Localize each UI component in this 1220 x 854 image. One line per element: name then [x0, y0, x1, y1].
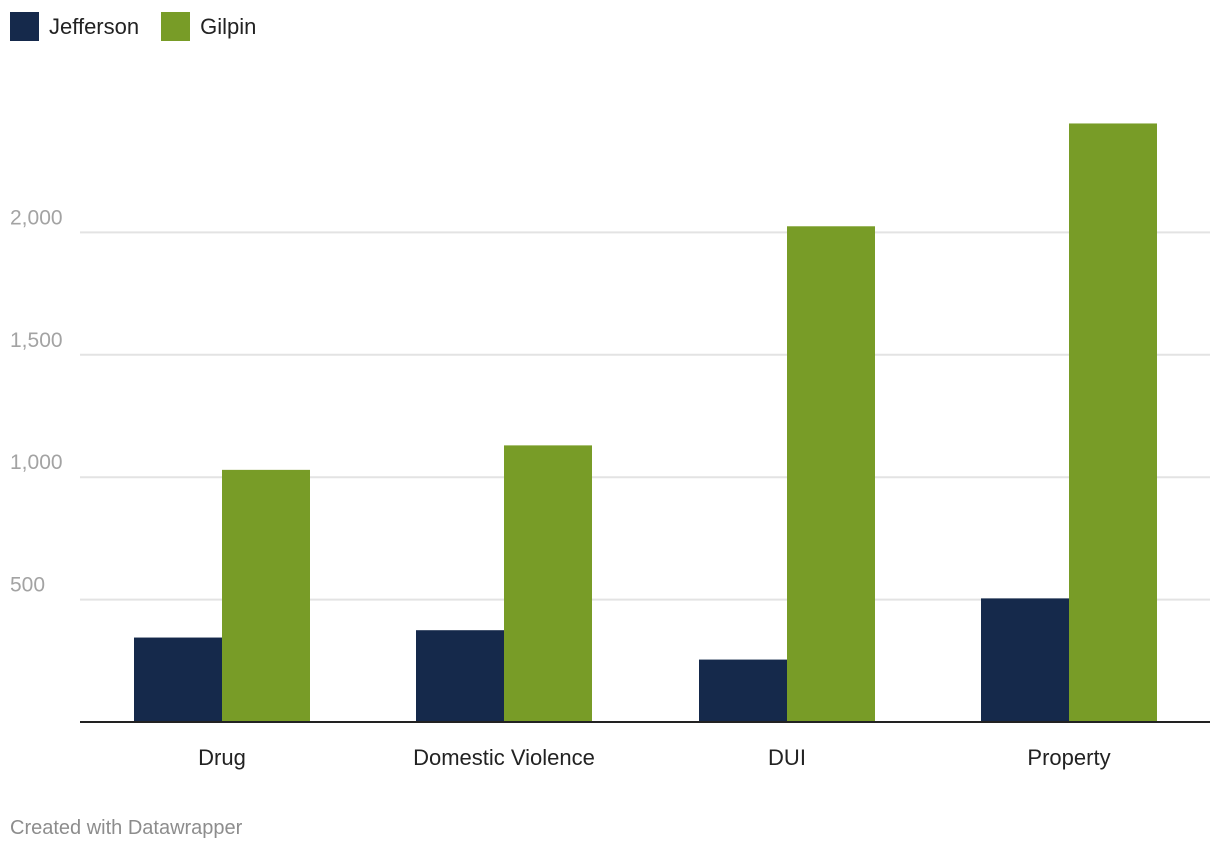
x-tick-label: Domestic Violence — [413, 745, 595, 770]
datawrapper-credit: Created with Datawrapper — [10, 817, 243, 839]
x-tick-label: Drug — [198, 745, 246, 770]
legend-item-gilpin: Gilpin — [161, 12, 256, 41]
x-tick-label: Property — [1027, 745, 1110, 770]
x-tick-label: DUI — [768, 745, 806, 770]
legend-swatch-gilpin — [161, 12, 191, 41]
bar-gilpin-3 — [1069, 123, 1157, 723]
y-tick-label: 1,000 — [10, 451, 63, 474]
bar-gilpin-2 — [787, 226, 875, 722]
bars — [134, 123, 1157, 723]
legend: Jefferson Gilpin — [10, 12, 256, 41]
legend-label-gilpin: Gilpin — [200, 13, 257, 39]
y-axis-tick-labels: 500 1,000 1,500 2,000 — [10, 206, 63, 596]
bar-jefferson-1 — [416, 630, 504, 722]
bar-jefferson-2 — [699, 659, 787, 722]
legend-label-jefferson: Jefferson — [49, 13, 140, 39]
legend-item-jefferson: Jefferson — [10, 12, 139, 41]
bar-jefferson-3 — [981, 598, 1069, 722]
y-tick-label: 500 — [10, 574, 45, 597]
x-axis-tick-labels: Drug Domestic Violence DUI Property — [198, 745, 1110, 770]
bar-jefferson-0 — [134, 637, 222, 722]
bar-gilpin-1 — [504, 445, 592, 722]
y-tick-label: 1,500 — [10, 329, 63, 352]
legend-swatch-jefferson — [10, 12, 39, 41]
bar-gilpin-0 — [222, 469, 310, 722]
y-tick-label: 2,000 — [10, 206, 63, 229]
